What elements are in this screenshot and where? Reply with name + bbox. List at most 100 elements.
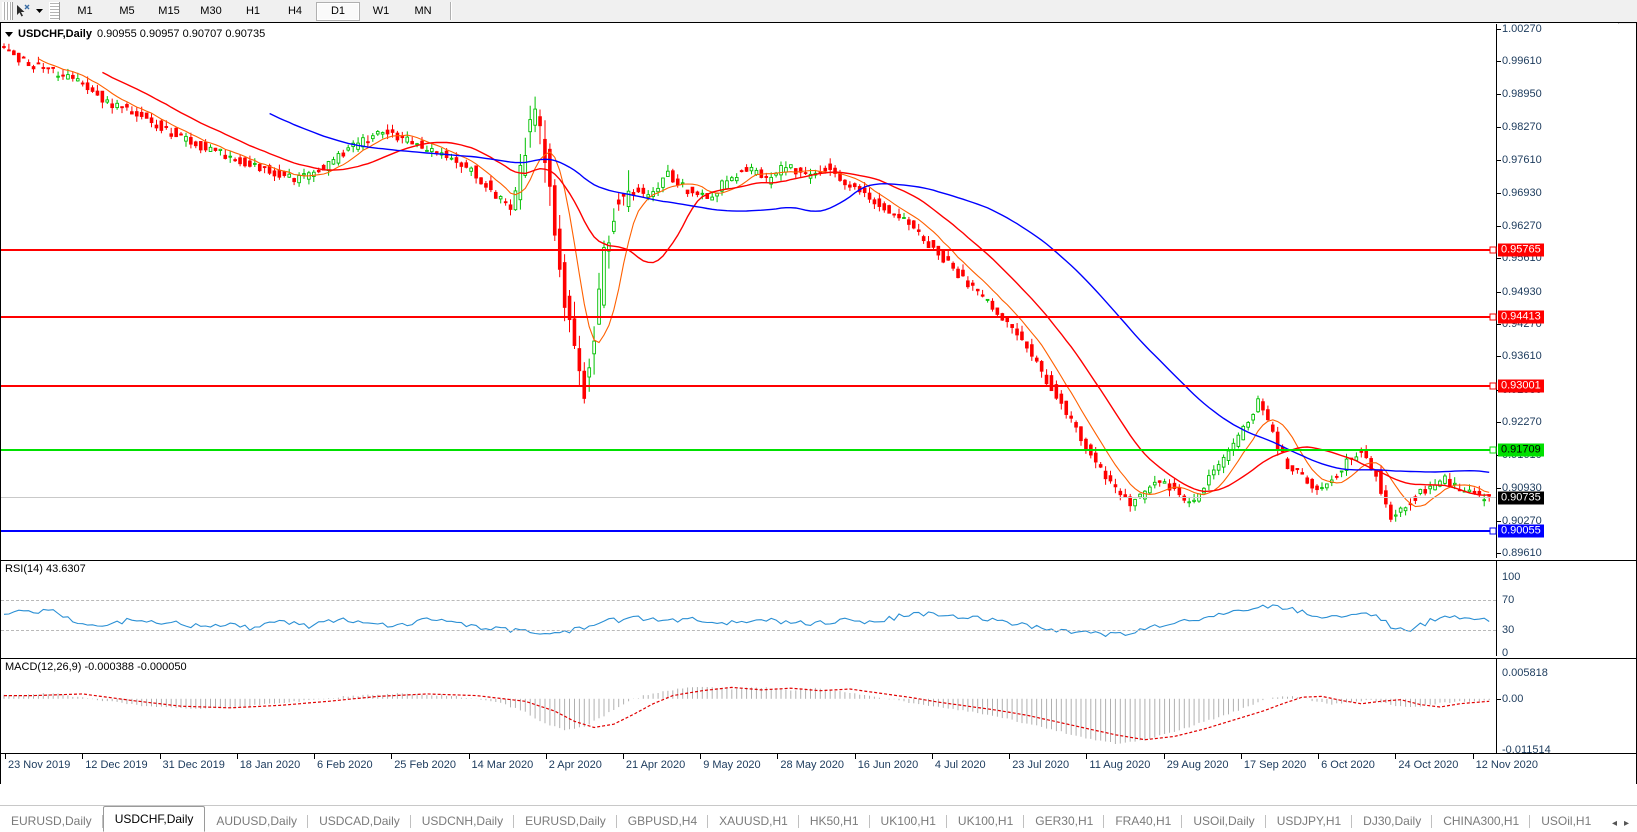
toolbar-end-separator (450, 2, 452, 20)
chart-tab-usdcad-daily[interactable]: USDCAD,Daily (308, 811, 411, 832)
price-level-line-0.90735[interactable] (1, 496, 1496, 498)
rsi-pane[interactable]: RSI(14) 43.6307 100 70 30 0 (1, 560, 1636, 656)
date-tick-label: 23 Nov 2019 (8, 759, 71, 771)
chart-tab-fra40-h1[interactable]: FRA40,H1 (1104, 811, 1183, 832)
timeframe-m1[interactable]: M1 (77, 4, 93, 17)
tab-navigation[interactable]: ◂ ▸ (1612, 818, 1637, 832)
price-badge-0.94413[interactable]: 0.94413 (1498, 310, 1544, 324)
date-tick-mark (545, 754, 547, 759)
chart-tab-ger30-h1[interactable]: GER30,H1 (1024, 811, 1105, 832)
level-handle-0.90055[interactable] (1489, 527, 1497, 535)
macd-tick-zero: 0.00 (1496, 692, 1524, 705)
ohlc-values: 0.90955 0.90957 0.90707 0.90735 (96, 28, 266, 40)
timeframe-m15[interactable]: M15 (158, 4, 180, 17)
chart-tab-usoil-h1[interactable]: USOil,H1 (1541, 814, 1592, 828)
price-axis[interactable]: 1.00270 0.99610 0.98950 0.98270 0.97610 0.969… (1496, 24, 1636, 558)
tab-separator (409, 815, 411, 828)
rsi-tick-30: 30 (1502, 624, 1515, 637)
triangle-down-icon[interactable] (5, 31, 13, 37)
price-tick-0.93610: 0.93610 (1497, 350, 1542, 363)
rsi-axis[interactable]: 100 70 30 0 (1496, 561, 1636, 656)
price-level-line-0.91709[interactable] (1, 448, 1496, 451)
price-pane[interactable]: USDCHF,Daily 0.90955 0.90957 0.90707 0.9… (1, 24, 1636, 558)
timeframe-mn[interactable]: MN (414, 4, 432, 17)
tab-separator (1103, 815, 1105, 828)
timeframe-m30[interactable]: M30 (200, 4, 222, 17)
timeframe-d1[interactable]: D1 (316, 1, 360, 21)
date-tick-mark (236, 754, 238, 759)
price-badge-0.95765[interactable]: 0.95765 (1498, 243, 1544, 257)
date-tick-label: 29 Aug 2020 (1166, 759, 1229, 771)
macd-axis[interactable]: 0.005818 0.00 -0.011514 (1496, 659, 1636, 753)
price-level-line-0.95765[interactable] (1, 249, 1496, 252)
crosshair-cursor-icon[interactable] (13, 1, 33, 21)
chart-area[interactable]: USDCHF,Daily 0.90955 0.90957 0.90707 0.9… (0, 22, 1637, 784)
price-badge-0.90735[interactable]: 0.90735 (1498, 491, 1544, 505)
macd-pane[interactable]: MACD(12,26,9) -0.000388 -0.000050 0.0058… (1, 658, 1636, 753)
timeframe-h4[interactable]: H4 (287, 4, 303, 17)
level-handle-0.94413[interactable] (1489, 313, 1497, 321)
macd-tick--0.011514: -0.011514 (1502, 744, 1551, 753)
chart-tab-usoil-daily[interactable]: USOil,Daily (1182, 811, 1266, 832)
macd-plot[interactable] (1, 659, 1496, 753)
date-tick-mark (314, 754, 315, 759)
tab-separator (1529, 815, 1531, 828)
chart-tab-list[interactable]: EURUSD,Daily USDCHF,Daily AUDUSD,Daily USDC… (0, 805, 1637, 832)
toolbar-drag-handle[interactable] (2, 2, 13, 20)
chart-tab-usdjpy-h1[interactable]: USDJPY,H1 (1266, 811, 1353, 832)
chart-tab-eurusd-daily[interactable]: EURUSD,Daily (514, 811, 617, 832)
chart-tab-gbpusd-h4[interactable]: GBPUSD,H4 (617, 811, 709, 832)
chevron-right-icon[interactable]: ▸ (1623, 818, 1629, 829)
rsi-plot[interactable] (1, 561, 1496, 656)
chart-tab-usdchf-daily[interactable]: USDCHF,Daily (102, 806, 206, 832)
price-tick-0.89610: 0.89610 (1497, 547, 1542, 558)
date-tick-mark (82, 754, 84, 759)
date-tick-label: 4 Jul 2020 (934, 759, 986, 771)
level-handle-0.93001[interactable] (1489, 382, 1497, 390)
price-badge-0.93001[interactable]: 0.93001 (1498, 379, 1544, 393)
price-badge-0.91709[interactable]: 0.91709 (1498, 443, 1544, 457)
date-tick-mark (1395, 754, 1397, 759)
date-tick-mark (1318, 754, 1320, 759)
date-tick-label: 6 Feb 2020 (317, 759, 373, 771)
date-tick-mark (5, 754, 6, 759)
price-tick-0.98950: 0.98950 (1497, 87, 1542, 100)
price-level-line-0.93001[interactable] (1, 385, 1496, 388)
price-tick-0.92270: 0.92270 (1497, 416, 1542, 429)
chart-tab-uk100-h1[interactable]: UK100,H1 (947, 811, 1025, 832)
chart-tab-audusd-daily[interactable]: AUDUSD,Daily (205, 811, 309, 832)
date-axis[interactable]: 23 Nov 2019 12 Dec 2019 31 Dec 2019 18 Jan … (1, 753, 1636, 784)
chevron-down-icon[interactable] (33, 1, 45, 21)
date-tick-label: 6 Oct 2020 (1321, 759, 1375, 771)
price-level-line-0.90055[interactable] (1, 530, 1496, 533)
chart-tab-eurusd-daily[interactable]: EURUSD,Daily (0, 811, 103, 832)
chevron-left-icon[interactable]: ◂ (1611, 818, 1617, 829)
tab-separator (1264, 815, 1266, 828)
price-plot[interactable] (1, 24, 1497, 558)
chart-tab-dj30-daily[interactable]: DJ30,Daily (1352, 811, 1433, 832)
date-tick-mark (777, 754, 779, 759)
tab-separator (513, 815, 515, 828)
date-tick-label: 18 Jan 2020 (239, 759, 301, 771)
date-tick-label: 14 Mar 2020 (471, 759, 534, 771)
date-tick-label: 23 Jul 2020 (1012, 759, 1070, 771)
chart-tab-uk100-h1[interactable]: UK100,H1 (870, 811, 947, 832)
chart-tab-hk50-h1[interactable]: HK50,H1 (799, 811, 870, 832)
rsi-level-30 (1, 630, 1496, 632)
date-tick-mark (1472, 754, 1474, 759)
tab-separator (307, 815, 309, 828)
chart-tab-china300-h1[interactable]: CHINA300,H1 (1432, 811, 1531, 832)
price-level-line-0.94413[interactable] (1, 315, 1496, 318)
date-tick-label: 25 Feb 2020 (394, 759, 456, 771)
chart-tab-xauusd-h1[interactable]: XAUUSD,H1 (708, 811, 799, 832)
level-handle-0.91709[interactable] (1489, 446, 1497, 454)
date-tick-mark (622, 754, 624, 759)
price-badge-0.90055[interactable]: 0.90055 (1498, 524, 1544, 538)
price-tick-0.94930: 0.94930 (1497, 285, 1542, 298)
timeframe-m5[interactable]: M5 (119, 4, 135, 17)
chart-tab-usdcnh-daily[interactable]: USDCNH,Daily (411, 811, 515, 832)
timeframe-w1[interactable]: W1 (372, 4, 390, 17)
macd-tick-0.005818: 0.005818 (1502, 667, 1548, 679)
timeframe-h1[interactable]: H1 (245, 4, 261, 17)
level-handle-0.95765[interactable] (1489, 246, 1497, 254)
